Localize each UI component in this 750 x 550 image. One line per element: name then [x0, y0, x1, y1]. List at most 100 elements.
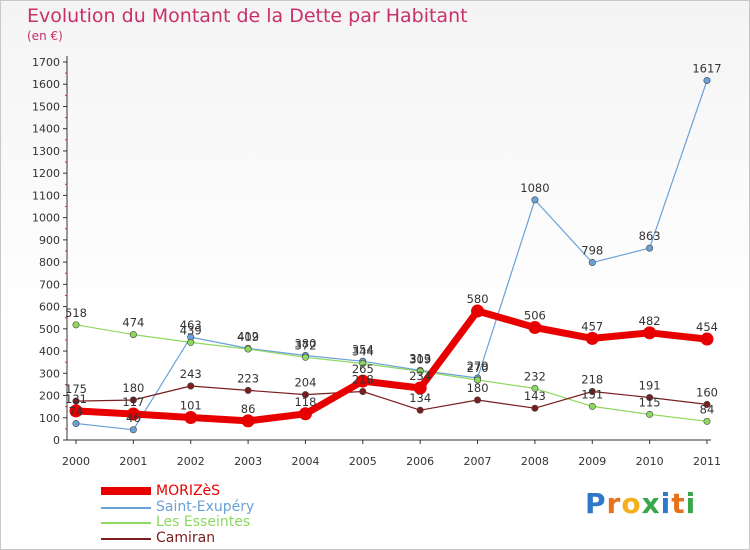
- data-point: [129, 426, 137, 434]
- data-point: [129, 331, 137, 339]
- data-label: 180: [467, 381, 489, 395]
- y-tick-label: 400: [39, 345, 60, 358]
- data-point: [643, 326, 657, 340]
- data-label: 175: [65, 382, 87, 396]
- data-point: [531, 196, 539, 204]
- data-label: 151: [581, 387, 603, 401]
- data-point: [359, 388, 367, 396]
- y-tick-label: 500: [39, 323, 60, 336]
- legend-swatch: [101, 506, 151, 509]
- series-line-1: [75, 79, 708, 431]
- data-label: 1080: [520, 181, 549, 195]
- data-label: 115: [639, 395, 661, 409]
- y-tick-label: 800: [39, 256, 60, 269]
- data-label: 243: [180, 367, 202, 381]
- data-label: 84: [700, 402, 715, 416]
- data-label: 134: [409, 391, 431, 405]
- data-point: [301, 391, 309, 399]
- x-tick-label: 2000: [62, 455, 90, 468]
- logo-letter: x: [641, 487, 661, 520]
- data-label: 344: [352, 345, 374, 359]
- series-layer: [69, 76, 714, 434]
- data-label: 218: [352, 373, 374, 387]
- x-tick-label: 2002: [177, 455, 205, 468]
- data-point: [703, 76, 711, 84]
- data-point: [588, 388, 596, 396]
- data-point: [126, 407, 140, 421]
- x-tick-label: 2005: [349, 455, 377, 468]
- data-point: [359, 360, 367, 368]
- data-point: [703, 400, 711, 408]
- data-label: 234: [409, 369, 431, 383]
- data-point: [129, 396, 137, 404]
- legend-swatch: [101, 537, 151, 540]
- data-label: 131: [65, 392, 87, 406]
- logo-letter: t: [671, 487, 686, 520]
- data-point: [588, 402, 596, 410]
- data-point: [72, 321, 80, 329]
- data-point: [416, 367, 424, 375]
- logo-letter: i: [685, 487, 697, 520]
- y-tick-label: 900: [39, 234, 60, 247]
- chart-subtitle: (en €): [27, 29, 63, 43]
- proxiti-logo: Proxiti: [585, 487, 696, 520]
- x-tick-label: 2004: [291, 455, 319, 468]
- y-tick-label: 1500: [32, 100, 60, 113]
- data-label: 409: [237, 330, 259, 344]
- data-point: [72, 397, 80, 405]
- data-label: 118: [294, 395, 316, 409]
- y-tick-label: 700: [39, 278, 60, 291]
- data-label: 457: [581, 319, 603, 333]
- logo-letter: P: [585, 487, 607, 520]
- logo-letter: o: [621, 487, 642, 520]
- y-tick-label: 1200: [32, 167, 60, 180]
- data-label: 223: [237, 371, 259, 385]
- data-point: [646, 410, 654, 418]
- data-label: 380: [294, 337, 316, 351]
- y-tick-label: 600: [39, 301, 60, 314]
- data-label: 1617: [692, 61, 721, 75]
- data-point: [187, 382, 195, 390]
- data-label: 46: [126, 411, 141, 425]
- series-line-2: [75, 324, 708, 422]
- y-tick-label: 1600: [32, 78, 60, 91]
- data-label: 180: [122, 381, 144, 395]
- x-tick-label: 2010: [636, 455, 664, 468]
- data-point: [585, 331, 599, 345]
- y-tick-label: 1400: [32, 123, 60, 136]
- x-tick-label: 2003: [234, 455, 262, 468]
- data-point: [298, 407, 312, 421]
- legend-label: MORIZèS: [156, 483, 221, 499]
- data-label: 86: [241, 402, 256, 416]
- data-point: [301, 353, 309, 361]
- data-label: 482: [639, 314, 661, 328]
- logo-letter: r: [606, 487, 622, 520]
- data-point: [588, 259, 596, 267]
- data-label: 101: [180, 399, 202, 413]
- data-point: [531, 384, 539, 392]
- data-label: 218: [581, 373, 603, 387]
- data-label: 191: [639, 379, 661, 393]
- data-point: [72, 420, 80, 428]
- data-label: 474: [122, 316, 144, 330]
- data-point: [69, 404, 83, 418]
- data-label: 309: [409, 352, 431, 366]
- y-tick-label: 100: [39, 412, 60, 425]
- y-tick-label: 0: [53, 434, 60, 447]
- data-label: 270: [467, 361, 489, 375]
- data-label: 232: [524, 369, 546, 383]
- data-point: [471, 304, 485, 318]
- data-label: 454: [696, 320, 718, 334]
- series-line-0: [72, 307, 711, 425]
- data-point: [244, 345, 252, 353]
- data-label: 143: [524, 389, 546, 403]
- data-point: [700, 332, 714, 346]
- data-point: [703, 417, 711, 425]
- data-label: 863: [639, 229, 661, 243]
- data-label: 372: [294, 338, 316, 352]
- x-tick-label: 2008: [521, 455, 549, 468]
- y-tick-label: 1700: [32, 56, 60, 69]
- data-point: [244, 386, 252, 394]
